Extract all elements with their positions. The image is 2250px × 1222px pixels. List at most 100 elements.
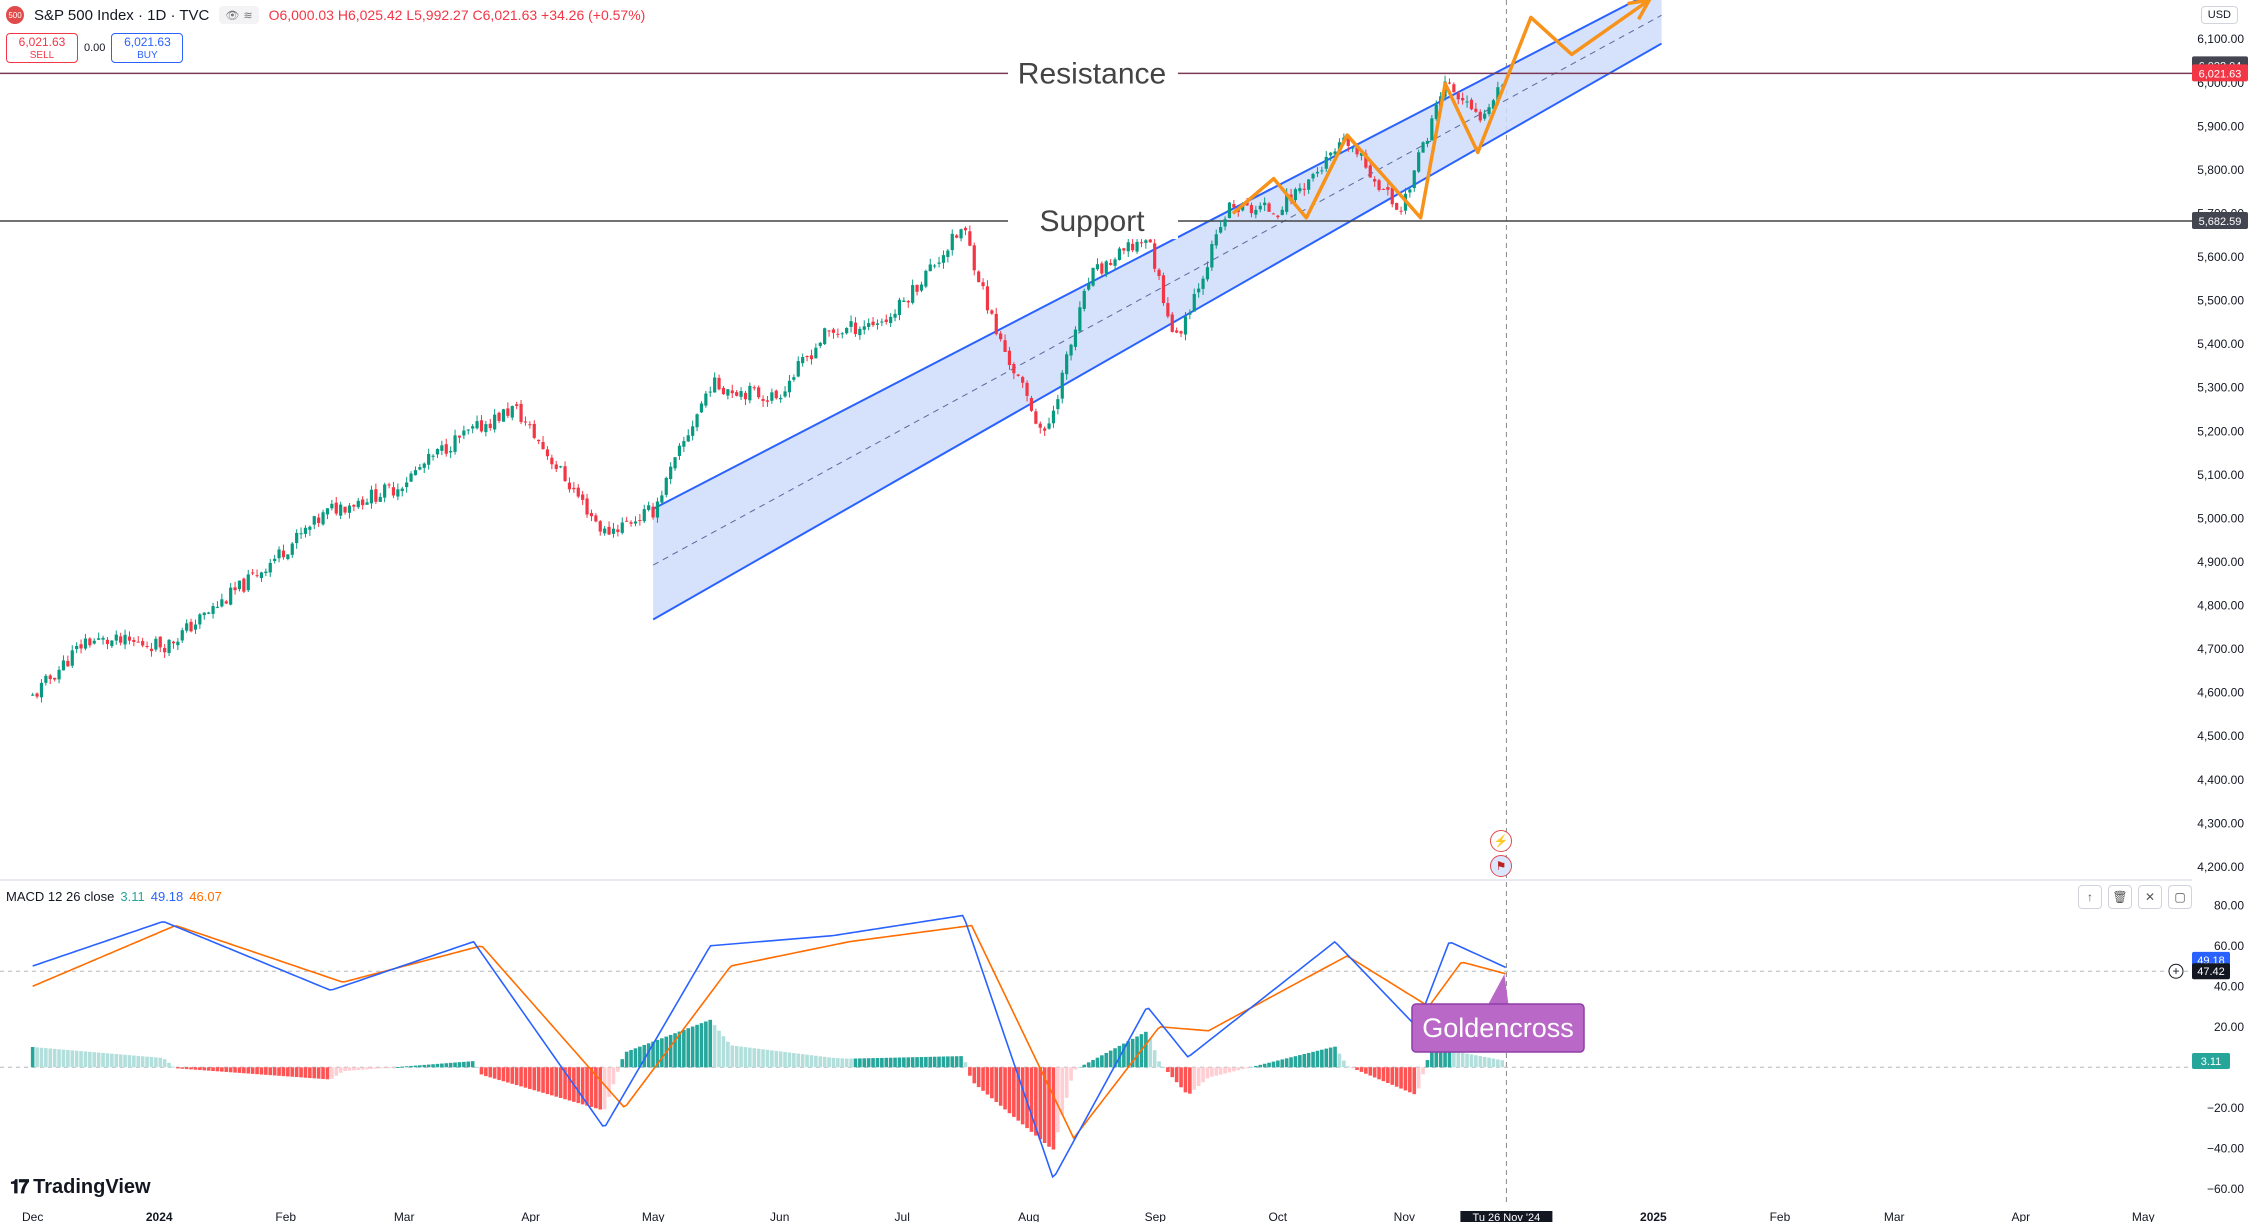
- candle-body: [1324, 156, 1328, 169]
- macd-hist-bar: [589, 1067, 594, 1107]
- dividend-event-icon[interactable]: ⚡: [1490, 830, 1512, 852]
- regression-channel[interactable]: [652, 0, 1663, 621]
- add-alert-icon[interactable]: [2168, 963, 2184, 979]
- channel-lower-line[interactable]: [652, 42, 1663, 621]
- projection-path[interactable]: [1231, 0, 1652, 220]
- price-badge-label: 5,682.59: [2199, 216, 2242, 228]
- legend-toggle[interactable]: 👁 ≋: [219, 6, 259, 24]
- macd-hist-bar: [699, 1023, 704, 1068]
- macd-hist-bar: [1183, 1067, 1188, 1093]
- macd-hist-bar: [968, 1067, 972, 1076]
- projection-zigzag[interactable]: [1231, 0, 1651, 220]
- candle-body: [1249, 205, 1254, 214]
- macd-hist-bar: [1038, 1067, 1043, 1140]
- channel-mid-line[interactable]: [652, 14, 1662, 566]
- candle-body: [1025, 382, 1029, 396]
- macd-hist-bar: [704, 1021, 708, 1068]
- candle-body: [374, 489, 378, 502]
- macd-hist-bar: [176, 1067, 180, 1069]
- candle-body: [515, 404, 519, 406]
- currency-selector[interactable]: USD: [2200, 6, 2238, 24]
- tradingview-logo[interactable]: 𝟏𝟕 TradingView: [10, 1176, 151, 1199]
- candle-body: [299, 533, 303, 535]
- macd-tick-label: 80.00: [2214, 898, 2244, 912]
- macd-hist-bar: [668, 1034, 673, 1068]
- candle-body: [783, 391, 787, 397]
- macd-hist-bar: [796, 1053, 801, 1068]
- candle-body: [1395, 202, 1399, 210]
- time-tick-label: Feb: [275, 1210, 296, 1222]
- macd-hist-bar: [448, 1062, 453, 1068]
- macd-hist-bar: [633, 1048, 638, 1068]
- macd-hist-bar: [1460, 1052, 1465, 1068]
- macd-hist-bar: [171, 1066, 176, 1068]
- macd-hist-bar: [158, 1057, 163, 1068]
- candle-body: [1219, 227, 1223, 233]
- macd-hist-bar: [484, 1067, 488, 1077]
- macd-hist-bar: [1025, 1067, 1029, 1129]
- candle-body: [787, 380, 792, 393]
- candle-body: [985, 286, 990, 311]
- macd-hist-bar: [778, 1051, 783, 1068]
- macd-hist-bar: [1315, 1050, 1320, 1068]
- candle-body: [493, 414, 497, 430]
- macd-legend[interactable]: MACD 12 26 close 3.11 49.18 46.07: [6, 889, 222, 904]
- macd-hist-bar: [1192, 1067, 1197, 1090]
- macd-hist-bar: [136, 1055, 141, 1068]
- candle-body: [897, 299, 902, 315]
- support-label[interactable]: Support: [1039, 205, 1145, 238]
- candle-body: [378, 496, 382, 502]
- maximize-icon[interactable]: ▢: [2168, 885, 2192, 909]
- macd-hist-bar: [1368, 1067, 1373, 1076]
- macd-hist-bar: [884, 1057, 889, 1068]
- macd-hist-bar: [985, 1067, 990, 1095]
- candle-body: [528, 424, 532, 426]
- symbol-title[interactable]: S&P 500 Index · 1D · TVC: [34, 6, 210, 24]
- candle-body: [673, 457, 677, 469]
- collapse-icon[interactable]: ✕: [2138, 885, 2162, 909]
- sell-button[interactable]: 6,021.63 SELL: [6, 33, 78, 63]
- macd-hist-bar: [726, 1041, 730, 1068]
- candle-body: [977, 271, 981, 283]
- macd-hist-bar: [1095, 1057, 1100, 1068]
- buy-button[interactable]: 6,021.63 BUY: [111, 33, 184, 63]
- candle-body: [286, 554, 290, 560]
- candle-body: [510, 406, 514, 418]
- resistance-label[interactable]: Resistance: [1018, 57, 1166, 90]
- candle-body: [1483, 113, 1487, 119]
- macd-hist-bar: [998, 1067, 1003, 1106]
- candle-body: [207, 612, 211, 614]
- candle-body: [607, 526, 611, 535]
- macd-hist-bar: [488, 1067, 493, 1078]
- macd-hist-bar: [237, 1067, 242, 1073]
- us-flag-event-icon[interactable]: ⚑: [1490, 855, 1512, 877]
- arrow-up-icon[interactable]: ↑: [2078, 885, 2102, 909]
- candle-body: [523, 421, 528, 423]
- macd-hist-bar: [1078, 1067, 1082, 1069]
- candle-body: [1302, 188, 1306, 190]
- macd-hist-bar: [1064, 1067, 1069, 1098]
- macd-hist-bar: [576, 1067, 581, 1104]
- time-tick-label: Jun: [770, 1210, 789, 1222]
- macd-hist-bar: [259, 1067, 264, 1075]
- macd-hist-bar: [246, 1067, 251, 1074]
- trash-icon[interactable]: 🗑: [2108, 885, 2132, 909]
- plus-icon: +: [2172, 964, 2179, 978]
- macd-hist-bar: [748, 1047, 752, 1068]
- macd-hist-bar: [1284, 1058, 1289, 1068]
- candle-body: [572, 487, 576, 490]
- goldencross-callout[interactable]: [1411, 1003, 1585, 1053]
- macd-hist-bar: [184, 1067, 189, 1070]
- price-tick-label: 5,600.00: [2197, 250, 2244, 264]
- macd-hist-bar: [57, 1049, 61, 1068]
- macd-hist-bar: [1390, 1067, 1395, 1085]
- macd-hist-bar: [1258, 1064, 1263, 1068]
- macd-hist-bar: [224, 1067, 229, 1072]
- candle-body: [563, 466, 567, 481]
- support-resistance-lines[interactable]: [0, 72, 2192, 222]
- candle-body: [805, 356, 809, 358]
- macd-hist-bar: [972, 1067, 977, 1084]
- macd-hist-bar: [523, 1067, 528, 1088]
- macd-hist-bar: [712, 1025, 717, 1068]
